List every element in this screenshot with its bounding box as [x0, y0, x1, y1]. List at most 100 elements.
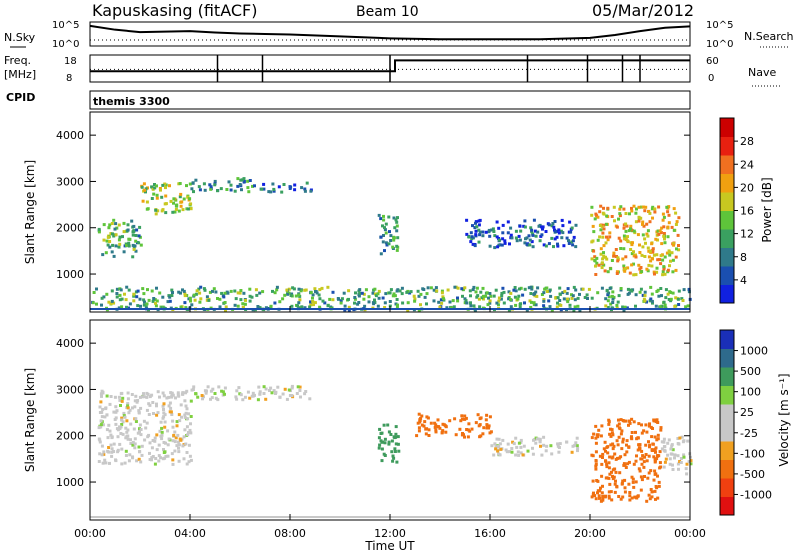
heatmap-cell — [634, 211, 638, 215]
heatmap-cell — [623, 237, 627, 241]
heatmap-cell — [548, 305, 552, 309]
heatmap-cell — [448, 419, 452, 423]
heatmap-cell — [597, 263, 601, 267]
heatmap-cell — [163, 413, 167, 417]
heatmap-cell — [160, 426, 164, 430]
heatmap-cell — [123, 461, 127, 465]
heatmap-cell — [566, 300, 570, 304]
heatmap-cell — [261, 290, 265, 294]
heatmap-cell — [499, 447, 503, 451]
heatmap-cell — [248, 396, 252, 400]
heatmap-cell — [395, 248, 399, 252]
heatmap-cell — [639, 205, 643, 209]
heatmap-cell — [542, 304, 546, 308]
heatmap-cell — [97, 227, 101, 231]
heatmap-cell — [654, 446, 658, 450]
power-colorbar-swatches — [720, 118, 734, 304]
heatmap-cell — [281, 392, 285, 396]
heatmap-cell — [383, 441, 387, 445]
heatmap-cell — [313, 301, 317, 305]
heatmap-cell — [653, 460, 657, 464]
heatmap-cell — [650, 448, 654, 452]
heatmap-cell — [497, 437, 501, 441]
heatmap-cell — [531, 446, 534, 450]
heatmap-cell — [485, 423, 489, 427]
heatmap-cell — [133, 442, 137, 446]
heatmap-cell — [650, 242, 654, 246]
heatmap-cell — [270, 391, 274, 395]
heatmap-cell — [623, 305, 627, 309]
heatmap-cell — [517, 453, 521, 457]
heatmap-cell — [676, 233, 680, 237]
heatmap-cell — [395, 298, 399, 301]
heatmap-cell — [658, 258, 662, 262]
heatmap-cell — [603, 440, 607, 444]
heatmap-cell — [467, 235, 471, 239]
heatmap-cell — [651, 257, 654, 261]
heatmap-cell — [323, 301, 327, 305]
heatmap-cell — [670, 251, 674, 255]
heatmap-cell — [183, 428, 187, 432]
heatmap-cell — [653, 207, 657, 211]
heatmap-cell — [650, 435, 654, 439]
heatmap-cell — [396, 435, 400, 439]
heatmap-cell — [183, 399, 187, 403]
heatmap-cell — [573, 305, 577, 309]
heatmap-cell — [151, 401, 155, 404]
heatmap-cell — [102, 223, 106, 227]
heatmap-cell — [654, 237, 658, 241]
cpid-panel: CPID themis 3300 — [6, 90, 691, 110]
heatmap-cell — [572, 235, 576, 239]
heatmap-cell — [98, 452, 102, 456]
heatmap-cell — [305, 181, 309, 185]
heatmap-cell — [632, 262, 635, 266]
heatmap-cell — [613, 219, 616, 223]
colorbar-tick-label: -100 — [740, 447, 765, 460]
heatmap-cell — [670, 225, 674, 229]
heatmap-cell — [432, 288, 436, 292]
heatmap-cell — [377, 446, 381, 450]
heatmap-cell — [634, 480, 638, 484]
heatmap-cell — [281, 297, 285, 301]
heatmap-cell — [518, 305, 522, 309]
heatmap-cell — [142, 182, 146, 186]
heatmap-cell — [611, 447, 615, 451]
heatmap-cell — [110, 454, 114, 458]
heatmap-cell — [448, 300, 452, 304]
heatmap-cell — [189, 299, 192, 303]
heatmap-cell — [117, 223, 121, 227]
heatmap-cell — [671, 291, 675, 295]
colorbar-tick-label: 1000 — [740, 345, 768, 358]
heatmap-cell — [610, 498, 614, 502]
heatmap-cell — [170, 294, 174, 297]
heatmap-cell — [159, 456, 163, 460]
heatmap-cell — [127, 244, 131, 248]
heatmap-cell — [641, 454, 645, 458]
heatmap-cell — [664, 288, 668, 292]
heatmap-cell — [233, 289, 237, 293]
heatmap-cell — [660, 226, 664, 230]
heatmap-cell — [608, 432, 612, 436]
heatmap-cell — [675, 247, 678, 251]
heatmap-cell — [643, 255, 647, 258]
heatmap-cell — [427, 428, 431, 432]
heatmap-cell — [630, 475, 634, 479]
heatmap-cell — [171, 393, 175, 397]
heatmap-cell — [587, 287, 591, 291]
heatmap-cell — [593, 259, 597, 263]
heatmap-cell — [648, 211, 652, 215]
heatmap-cell — [143, 438, 147, 442]
heatmap-cell — [313, 287, 317, 291]
heatmap-cell — [576, 304, 580, 308]
heatmap-cell — [632, 485, 636, 489]
heatmap-cell — [647, 471, 651, 475]
heatmap-cell — [677, 289, 681, 293]
heatmap-cell — [234, 297, 238, 301]
heatmap-cell — [186, 417, 190, 421]
heatmap-cell — [383, 249, 386, 253]
heatmap-cell — [537, 224, 541, 228]
heatmap-cell — [604, 476, 608, 480]
heatmap-cell — [241, 305, 245, 309]
heatmap-cell — [568, 220, 572, 224]
heatmap-cell — [135, 400, 139, 404]
